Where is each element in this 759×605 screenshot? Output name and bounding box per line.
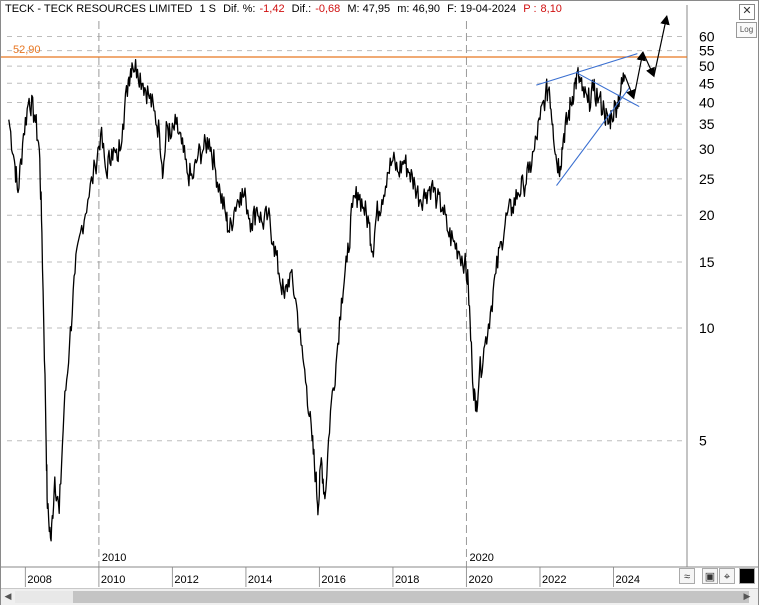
projection-arrow: [653, 14, 670, 77]
x-tick-label: 2018: [395, 574, 419, 586]
p-label: P :: [523, 3, 537, 15]
max-label: M: 47,95: [347, 3, 391, 15]
y-tick-label: 20: [699, 207, 715, 223]
y-tick-label: 45: [699, 75, 715, 91]
date-label: F: 19-04-2024: [447, 3, 517, 15]
price-line: [8, 59, 626, 542]
x-tick-label: 2016: [321, 574, 345, 586]
dif-label: Dif.:: [291, 3, 312, 15]
projection-arrow: [623, 74, 636, 100]
y-tick-label: 5: [699, 433, 707, 449]
horizontal-scrollbar[interactable]: ◀ ▶: [1, 588, 758, 605]
y-tick-label: 25: [699, 171, 715, 187]
y-tick-label: 60: [699, 29, 715, 45]
log-scale-toggle[interactable]: Log: [736, 22, 757, 38]
dif-pct-label: Dif. %:: [223, 3, 256, 15]
trendline: [576, 72, 640, 108]
x-tick-label: 2020: [468, 574, 492, 586]
min-label: m: 46,90: [397, 3, 441, 15]
projection-arrow: [633, 50, 646, 99]
scroll-right-icon[interactable]: ▶: [743, 591, 751, 601]
scroll-thumb[interactable]: [73, 591, 749, 603]
period-label: 1 S: [199, 3, 217, 15]
y-tick-label: 35: [699, 116, 715, 132]
year-divider-label: 2020: [469, 552, 493, 564]
crosshair-icon[interactable]: ⌖: [719, 568, 735, 584]
y-tick-label: 50: [699, 58, 715, 74]
dif-value: -0,68: [315, 3, 341, 15]
x-tick-label: 2008: [27, 574, 51, 586]
x-tick-label: 2022: [542, 574, 566, 586]
close-button[interactable]: ✕: [739, 4, 755, 20]
dif-pct-value: -1,42: [259, 3, 285, 15]
resistance-label: 52,90: [13, 44, 41, 56]
y-tick-label: 30: [699, 141, 715, 157]
x-tick-label: 2010: [101, 574, 125, 586]
symbol-title: TECK - TECK RESOURCES LIMITED: [5, 3, 193, 15]
scroll-left-icon[interactable]: ◀: [4, 591, 12, 601]
y-tick-label: 10: [699, 320, 715, 336]
x-tick-label: 2024: [615, 574, 639, 586]
trendline: [556, 86, 631, 186]
y-tick-label: 40: [699, 94, 715, 110]
x-tick-label: 2014: [248, 574, 272, 586]
scroll-track[interactable]: [15, 591, 749, 603]
y-tick-label: 55: [699, 43, 715, 59]
chart-type-icon[interactable]: ≈: [679, 568, 695, 584]
projection-arrow: [642, 51, 655, 78]
trendline: [536, 53, 638, 86]
save-icon[interactable]: ▣: [702, 568, 718, 584]
color-swatch-icon[interactable]: [739, 568, 755, 584]
y-tick-label: 15: [699, 254, 715, 270]
year-divider-label: 2010: [102, 552, 126, 564]
chart-header: TECK - TECK RESOURCES LIMITED 1 S Dif. %…: [5, 3, 566, 19]
p-value: 8,10: [540, 3, 562, 15]
x-tick-label: 2012: [174, 574, 198, 586]
